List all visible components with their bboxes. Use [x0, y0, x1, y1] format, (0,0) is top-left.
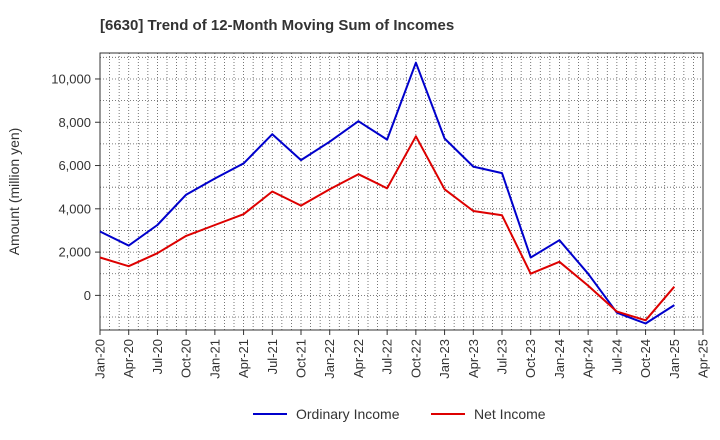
x-tick-label: Jul-24 — [609, 339, 624, 374]
x-tick-label: Jul-21 — [265, 339, 280, 374]
legend: Ordinary Income Net Income — [253, 406, 546, 422]
legend-label: Net Income — [474, 406, 546, 422]
legend-label: Ordinary Income — [296, 406, 400, 422]
series-line-net-income — [99, 135, 676, 322]
y-axis-label: Amount (million yen) — [6, 128, 22, 256]
x-tick-label: Jan-21 — [207, 339, 222, 379]
x-tick-label: Oct-23 — [523, 339, 538, 378]
x-tick-label: Apr-22 — [351, 339, 366, 378]
x-tick-label: Jan-20 — [93, 339, 108, 379]
y-tick-label: 6,000 — [58, 158, 91, 173]
y-axis: 0 2,000 4,000 6,000 8,000 10,000 — [51, 71, 100, 303]
x-tick-label: Jul-22 — [380, 339, 395, 374]
x-tick-label: Jan-24 — [552, 339, 567, 379]
x-tick-label: Oct-20 — [179, 339, 194, 378]
x-tick-label: Jan-25 — [667, 339, 682, 379]
x-tick-label: Apr-21 — [236, 339, 251, 378]
x-tick-label: Jul-23 — [495, 339, 510, 374]
x-tick-label: Oct-21 — [294, 339, 309, 378]
grid — [100, 53, 703, 330]
x-tick-label: Oct-24 — [638, 339, 653, 378]
x-tick-label: Jan-23 — [437, 339, 452, 379]
y-tick-label: 2,000 — [58, 245, 91, 260]
plot-frame — [99, 52, 704, 331]
series-layer — [99, 61, 676, 325]
x-tick-label: Apr-25 — [696, 339, 711, 378]
x-tick-label: Jul-20 — [150, 339, 165, 374]
x-tick-label: Apr-24 — [581, 339, 596, 378]
chart-title: [6630] Trend of 12-Month Moving Sum of I… — [100, 17, 454, 34]
y-tick-label: 8,000 — [58, 115, 91, 130]
series-line-ordinary-income — [99, 61, 675, 325]
x-tick-label: Jan-22 — [322, 339, 337, 379]
y-tick-label: 4,000 — [58, 201, 91, 216]
y-tick-label: 0 — [84, 288, 91, 303]
y-tick-label: 10,000 — [51, 71, 91, 86]
x-tick-label: Apr-20 — [121, 339, 136, 378]
x-tick-label: Apr-23 — [466, 339, 481, 378]
x-tick-label: Oct-22 — [408, 339, 423, 378]
x-axis: Jan-20 Apr-20 Jul-20 Oct-20 Jan-21 Apr-21 Jul-… — [93, 330, 711, 379]
